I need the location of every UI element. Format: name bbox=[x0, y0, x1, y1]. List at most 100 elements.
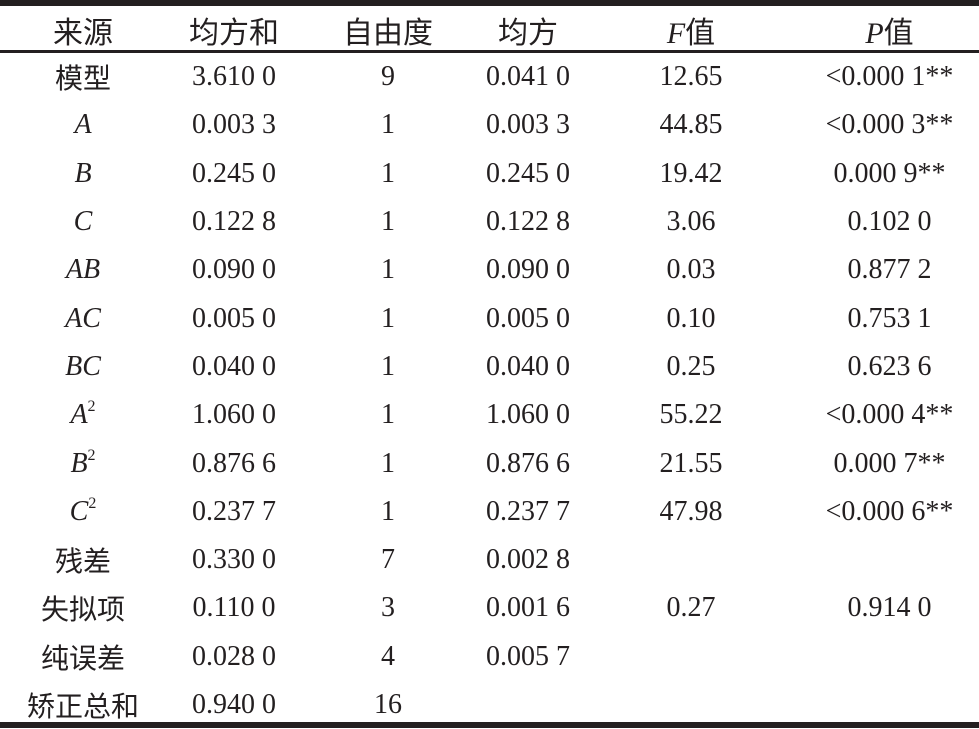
cell-f-value: 21.55 bbox=[659, 447, 723, 479]
header-degrees-of-freedom: 自由度 bbox=[343, 15, 433, 51]
cell-sum-of-squares: 0.122 8 bbox=[192, 206, 276, 238]
cell-p-value: 0.102 0 bbox=[847, 206, 932, 238]
cell-degrees-of-freedom: 1 bbox=[381, 495, 395, 527]
cell-p-value: <0.000 1** bbox=[825, 61, 954, 93]
table-row: 残差 0.330 0 7 0.002 8 bbox=[0, 536, 979, 584]
cell-mean-square: 0.041 0 bbox=[486, 61, 570, 93]
header-p-value: P值 bbox=[865, 15, 914, 51]
cell-degrees-of-freedom: 7 bbox=[381, 544, 395, 576]
cell-mean-square: 0.002 8 bbox=[486, 544, 570, 576]
cell-f-value: 19.42 bbox=[659, 157, 723, 189]
cell-f-value: 0.03 bbox=[666, 254, 716, 286]
cell-p-value: 0.753 1 bbox=[847, 302, 932, 334]
table-row: 矫正总和 0.940 0 16 bbox=[0, 681, 979, 729]
table-row: 失拟项 0.110 0 3 0.001 6 0.27 0.914 0 bbox=[0, 584, 979, 632]
cell-degrees-of-freedom: 3 bbox=[381, 592, 395, 624]
cell-p-value: 0.000 9** bbox=[833, 157, 946, 189]
cell-f-value: 55.22 bbox=[659, 399, 723, 431]
header-f-value: F值 bbox=[666, 15, 716, 51]
cell-mean-square: 0.001 6 bbox=[486, 592, 570, 624]
cell-degrees-of-freedom: 16 bbox=[374, 689, 402, 720]
source-label: B bbox=[74, 157, 92, 189]
header-mean-square: 均方 bbox=[498, 15, 558, 51]
source-label: AC bbox=[65, 302, 101, 334]
cell-sum-of-squares: 0.245 0 bbox=[192, 157, 276, 189]
table-header-rule bbox=[0, 50, 979, 53]
cell-source: C bbox=[0, 198, 166, 246]
cell-p-value: 0.000 7** bbox=[833, 447, 946, 479]
source-label: BC bbox=[65, 350, 101, 382]
table-top-rule bbox=[0, 0, 979, 6]
cell-f-value: 0.10 bbox=[666, 302, 716, 334]
cell-sum-of-squares: 0.330 0 bbox=[192, 544, 276, 576]
cell-sum-of-squares: 0.090 0 bbox=[192, 254, 276, 286]
cell-sum-of-squares: 3.610 0 bbox=[192, 61, 276, 93]
cell-degrees-of-freedom: 1 bbox=[381, 109, 395, 141]
cell-p-value bbox=[800, 536, 979, 584]
table-row: AC 0.005 0 1 0.005 0 0.10 0.753 1 bbox=[0, 294, 979, 342]
cell-degrees-of-freedom: 9 bbox=[381, 61, 395, 93]
cell-p-value bbox=[800, 681, 979, 729]
cell-source: A2 bbox=[0, 391, 166, 439]
source-label: A bbox=[70, 399, 88, 431]
source-label: 模型 bbox=[54, 62, 111, 96]
cell-p-value: 0.877 2 bbox=[847, 254, 932, 286]
cell-p-value: <0.000 3** bbox=[825, 109, 954, 141]
table-row: BC 0.040 0 1 0.040 0 0.25 0.623 6 bbox=[0, 343, 979, 391]
cell-sum-of-squares: 1.060 0 bbox=[192, 399, 276, 431]
source-label: 纯误差 bbox=[40, 641, 125, 675]
cell-degrees-of-freedom: 1 bbox=[381, 350, 395, 382]
source-label: C bbox=[69, 495, 89, 527]
cell-mean-square: 0.040 0 bbox=[486, 350, 570, 382]
cell-mean-square: 0.090 0 bbox=[486, 254, 570, 286]
cell-source: 矫正总和 bbox=[0, 681, 166, 729]
cell-mean-square: 1.060 0 bbox=[486, 399, 570, 431]
source-exponent: 2 bbox=[87, 446, 96, 464]
source-exponent: 2 bbox=[88, 494, 97, 512]
cell-sum-of-squares: 0.237 7 bbox=[192, 495, 276, 527]
cell-p-value: <0.000 6** bbox=[825, 495, 954, 527]
cell-degrees-of-freedom: 1 bbox=[381, 157, 395, 189]
cell-sum-of-squares: 0.028 0 bbox=[192, 640, 276, 672]
cell-f-value: 12.65 bbox=[659, 61, 723, 93]
cell-source: 失拟项 bbox=[0, 584, 166, 632]
cell-source: 纯误差 bbox=[0, 633, 166, 681]
cell-sum-of-squares: 0.110 0 bbox=[192, 592, 276, 624]
source-label: A bbox=[74, 109, 92, 141]
cell-f-value: 0.25 bbox=[666, 350, 716, 382]
table-row: AB 0.090 0 1 0.090 0 0.03 0.877 2 bbox=[0, 246, 979, 294]
header-row: 来源 均方和 自由度 均方 F值 P值 bbox=[0, 6, 979, 53]
source-label: B bbox=[70, 447, 88, 479]
cell-sum-of-squares: 0.003 3 bbox=[192, 109, 276, 141]
cell-source: C2 bbox=[0, 488, 166, 536]
cell-mean-square: 0.237 7 bbox=[486, 495, 570, 527]
table-header: 来源 均方和 自由度 均方 F值 P值 bbox=[0, 6, 979, 53]
cell-sum-of-squares: 0.940 0 bbox=[192, 689, 276, 720]
table-bottom-rule bbox=[0, 722, 979, 728]
table-row: A 0.003 3 1 0.003 3 44.85 <0.000 3** bbox=[0, 101, 979, 149]
cell-source: 残差 bbox=[0, 536, 166, 584]
cell-f-value: 47.98 bbox=[659, 495, 723, 527]
cell-mean-square: 0.005 0 bbox=[486, 302, 570, 334]
header-source: 来源 bbox=[53, 15, 113, 51]
table-row: 纯误差 0.028 0 4 0.005 7 bbox=[0, 633, 979, 681]
cell-source: 模型 bbox=[0, 53, 166, 101]
cell-degrees-of-freedom: 1 bbox=[381, 254, 395, 286]
cell-degrees-of-freedom: 1 bbox=[381, 206, 395, 238]
cell-source: AC bbox=[0, 294, 166, 342]
table-row: 模型 3.610 0 9 0.041 0 12.65 <0.000 1** bbox=[0, 53, 979, 101]
cell-degrees-of-freedom: 1 bbox=[381, 447, 395, 479]
cell-degrees-of-freedom: 1 bbox=[381, 399, 395, 431]
source-label: 矫正总和 bbox=[26, 690, 139, 723]
cell-p-value: <0.000 4** bbox=[825, 399, 954, 431]
table-row: C2 0.237 7 1 0.237 7 47.98 <0.000 6** bbox=[0, 488, 979, 536]
cell-mean-square: 0.876 6 bbox=[486, 447, 570, 479]
source-exponent: 2 bbox=[87, 398, 96, 416]
cell-p-value bbox=[800, 633, 979, 681]
cell-source: A bbox=[0, 101, 166, 149]
source-label: C bbox=[73, 206, 93, 238]
table-row: A2 1.060 0 1 1.060 0 55.22 <0.000 4** bbox=[0, 391, 979, 439]
source-label: 失拟项 bbox=[40, 593, 125, 627]
cell-f-value bbox=[582, 536, 800, 584]
cell-mean-square bbox=[474, 681, 582, 729]
